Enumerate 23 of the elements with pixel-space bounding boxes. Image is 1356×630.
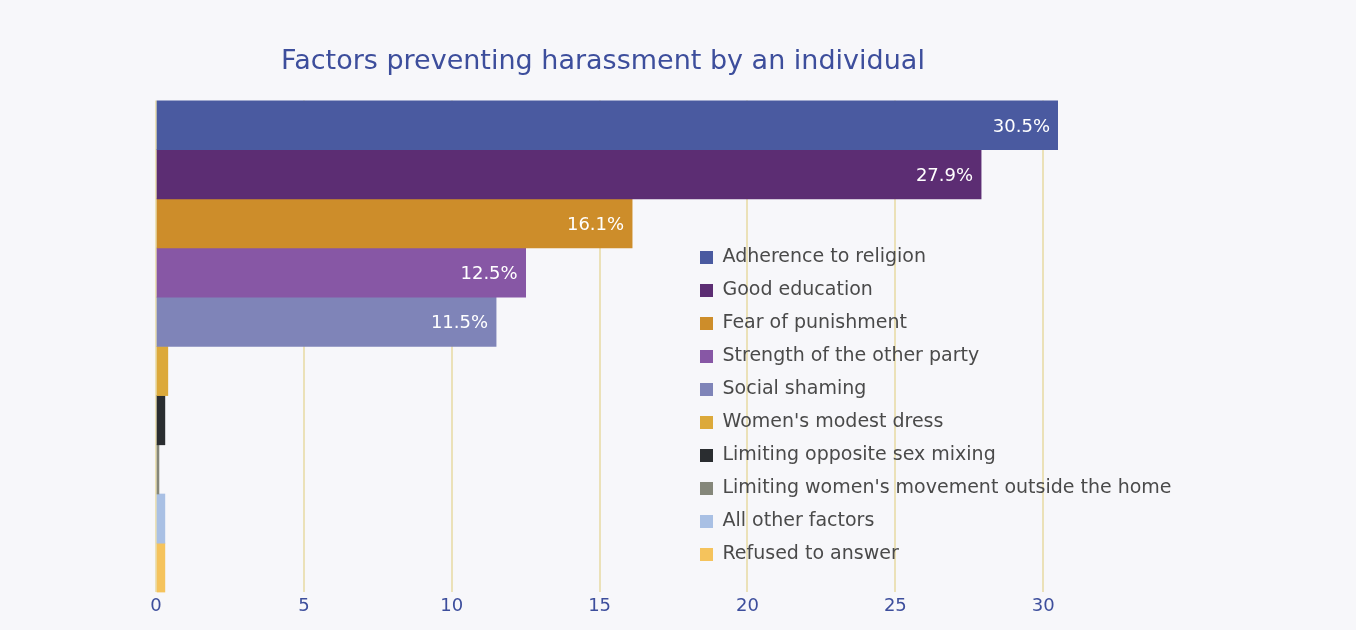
data-label: 12.5% — [460, 262, 518, 284]
legend-label: Limiting women's movement outside the home — [722, 475, 1172, 498]
legend-label: Social shaming — [722, 376, 867, 399]
x-tick-label: 5 — [298, 593, 310, 615]
x-tick-label: 10 — [440, 593, 464, 615]
legend-label: Fear of punishment — [722, 310, 907, 333]
legend-label: Limiting opposite sex mixing — [722, 442, 996, 465]
data-label: 16.1% — [566, 213, 625, 235]
x-tick-label: 20 — [736, 593, 759, 615]
x-tick-label: 30 — [1031, 593, 1055, 615]
legend-label: Refused to answer — [722, 541, 899, 564]
legend-label: Women's modest dress — [722, 409, 944, 432]
legend-label: Strength of the other party — [722, 343, 980, 366]
legend-label: Good education — [722, 277, 873, 300]
x-tick-label: 15 — [588, 593, 612, 615]
legend-label: All other factors — [722, 508, 875, 531]
chart-title: Factors preventing harassment by an individual — [281, 44, 925, 76]
data-label: 11.5% — [430, 311, 489, 333]
legend-label: Adherence to religion — [722, 244, 927, 267]
data-label: 30.5% — [992, 114, 1050, 136]
x-tick-label: 25 — [883, 593, 907, 615]
data-label: 27.9% — [915, 163, 974, 185]
x-tick-label: 0 — [150, 593, 162, 615]
